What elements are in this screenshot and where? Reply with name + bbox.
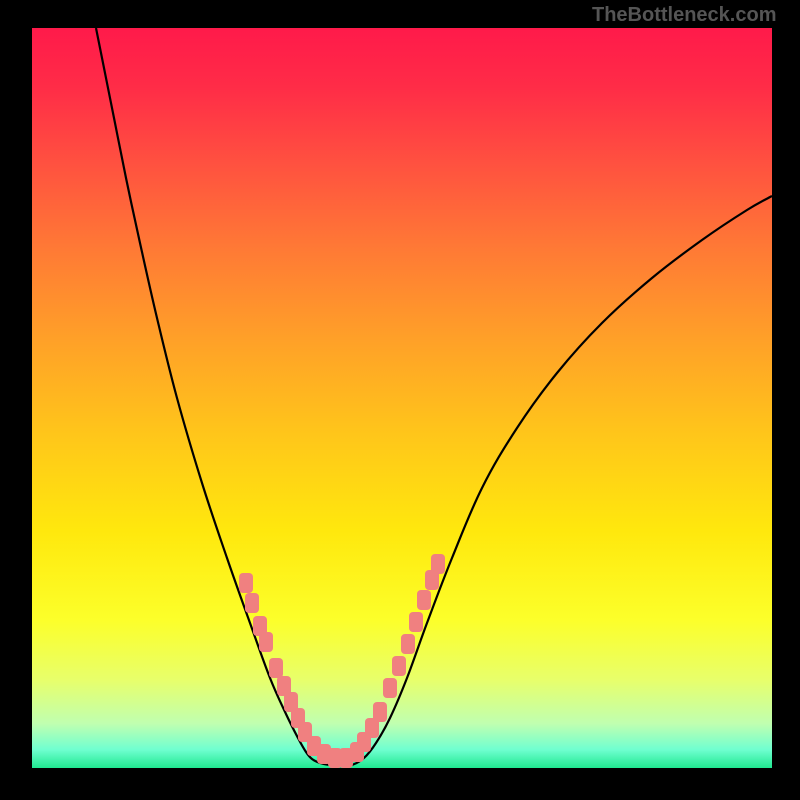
data-marker [383, 678, 397, 698]
bottleneck-curve [96, 28, 772, 766]
chart-container: TheBottleneck.com [0, 0, 800, 800]
data-marker [417, 590, 431, 610]
data-marker [401, 634, 415, 654]
plot-area [32, 28, 772, 768]
data-marker [259, 632, 273, 652]
data-marker [431, 554, 445, 574]
data-marker [392, 656, 406, 676]
data-marker [409, 612, 423, 632]
data-marker [245, 593, 259, 613]
data-marker [239, 573, 253, 593]
data-marker [373, 702, 387, 722]
watermark-text: TheBottleneck.com [592, 4, 776, 27]
data-marker [269, 658, 283, 678]
